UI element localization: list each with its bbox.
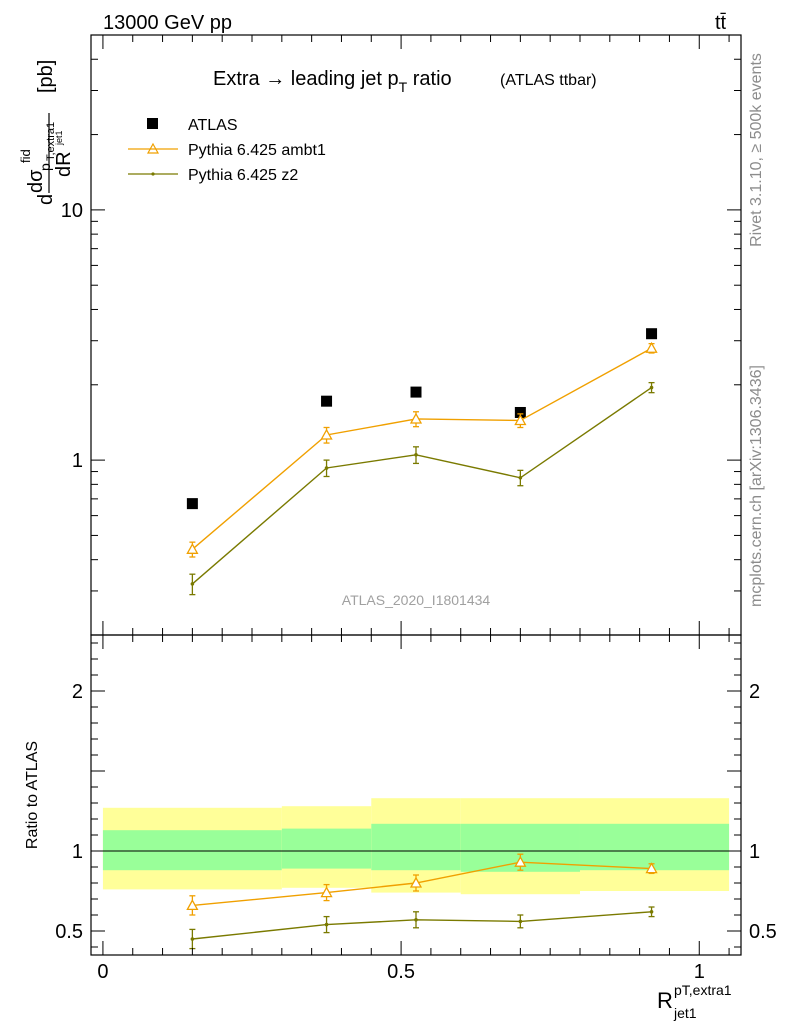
- legend-label-atlas: ATLAS: [188, 117, 238, 134]
- legend-marker-z2: [151, 172, 155, 176]
- x-axis-label-sub: jet1: [673, 1005, 697, 1021]
- y-axis-label-fid: fid: [18, 149, 33, 163]
- ratio-ambt1-point: [320, 886, 333, 898]
- ratio-z2-point: [649, 910, 654, 914]
- main-z2-line: [191, 386, 652, 585]
- ratio-z2-line: [192, 911, 652, 940]
- ratio-y-tick-label-right: 2: [749, 681, 760, 703]
- axis-tick-labels: 1 10 0.5 0.5 1 1 2 2 0 0.5 1: [55, 200, 777, 983]
- y-axis-label-jet1-sub: jet1: [54, 130, 64, 146]
- ratio-z2-point: [518, 919, 523, 924]
- main-ambt1-point: [645, 341, 658, 353]
- main-data-point: [646, 328, 658, 340]
- legend-marker-ambt1: [146, 142, 160, 154]
- x-tick-label: 0: [97, 961, 108, 983]
- main-plot-series: [186, 328, 658, 596]
- ratio-band-inner: [371, 823, 461, 871]
- y-axis-label-dsigma: dσ: [25, 169, 47, 193]
- legend-label-z2: Pythia 6.425 z2: [188, 167, 298, 184]
- rivet-version-label: Rivet 3.1.10, ≥ 500k events: [748, 53, 765, 247]
- x-axis-label-base: R: [657, 988, 673, 1013]
- ratio-band-inner: [281, 828, 372, 869]
- analysis-id-label: ATLAS_2020_I1801434: [342, 592, 491, 608]
- main-ambt1-point: [186, 542, 199, 554]
- main-y-axis-label: d dσ fid p T,extra1 jet1 dR [pb]: [18, 60, 75, 205]
- main-ambt1-point: [409, 412, 423, 424]
- main-data-point: [186, 498, 198, 510]
- main-ambt1-line: [191, 347, 652, 550]
- main-z2-point: [190, 582, 195, 586]
- main-ambt1-point: [320, 428, 333, 440]
- ratio-y-tick-label-right: 0.5: [749, 921, 777, 943]
- main-data-point: [514, 406, 526, 418]
- ratio-ambt1-point: [409, 876, 423, 888]
- header-process-label: tt̄: [715, 12, 727, 34]
- ratio-y-axis-label: Ratio to ATLAS: [24, 741, 41, 849]
- ratio-panel-frame: [90, 634, 742, 956]
- axis-ticks: [91, 34, 741, 955]
- ratio-y-tick-label: 0.5: [55, 921, 83, 943]
- plot-title: Extra → leading jet pT ratio: [213, 68, 452, 95]
- main-z2-point: [414, 453, 418, 457]
- ratio-z2-point: [324, 922, 329, 927]
- main-data-point: [321, 395, 333, 407]
- legend-label-ambt1: Pythia 6.425 ambt1: [188, 142, 326, 159]
- ratio-band-inner: [102, 830, 282, 871]
- y-axis-label-p: p: [37, 163, 53, 171]
- ratio-y-tick-label-right: 1: [749, 841, 760, 863]
- y-axis-label-d: d: [35, 194, 57, 205]
- ratio-z2-point: [414, 918, 418, 922]
- ratio-y-tick-label: 1: [72, 841, 83, 863]
- x-tick-label: 1: [694, 961, 705, 983]
- y-axis-label-unit: [pb]: [35, 60, 57, 93]
- mcplots-source-label: mcplots.cern.ch [arXiv:1306.3436]: [748, 365, 765, 607]
- ratio-band-inner: [579, 823, 730, 871]
- ratio-ambt1-point: [645, 862, 658, 874]
- panel-frames: [90, 34, 742, 956]
- ratio-z2-point: [190, 937, 195, 941]
- main-z2-point: [324, 466, 329, 470]
- ratio-ambt1-point: [514, 855, 527, 867]
- x-axis-label-sup: pT,extra1: [674, 982, 732, 998]
- main-y-tick-label: 10: [61, 200, 83, 222]
- plot-title-tag: (ATLAS ttbar): [500, 72, 597, 89]
- main-ambt1-point: [514, 414, 527, 426]
- y-axis-label-pt-sub: T,extra1: [45, 122, 57, 161]
- legend: ATLAS Pythia 6.425 ambt1 Pythia 6.425 z2: [128, 117, 326, 184]
- x-tick-label: 0.5: [387, 961, 415, 983]
- main-data-point: [410, 386, 422, 398]
- main-z2-point: [518, 475, 523, 480]
- main-z2-point: [649, 385, 654, 390]
- ratio-plot-series: [186, 853, 658, 950]
- y-axis-label-dR: dR: [53, 151, 75, 177]
- ratio-ambt1-point: [186, 899, 199, 911]
- ratio-y-tick-label: 2: [72, 681, 83, 703]
- x-axis-label: R pT,extra1 jet1: [657, 982, 732, 1021]
- main-y-tick-label: 1: [72, 450, 83, 472]
- legend-marker-atlas: [147, 118, 158, 129]
- header-energy-label: 13000 GeV pp: [103, 12, 232, 34]
